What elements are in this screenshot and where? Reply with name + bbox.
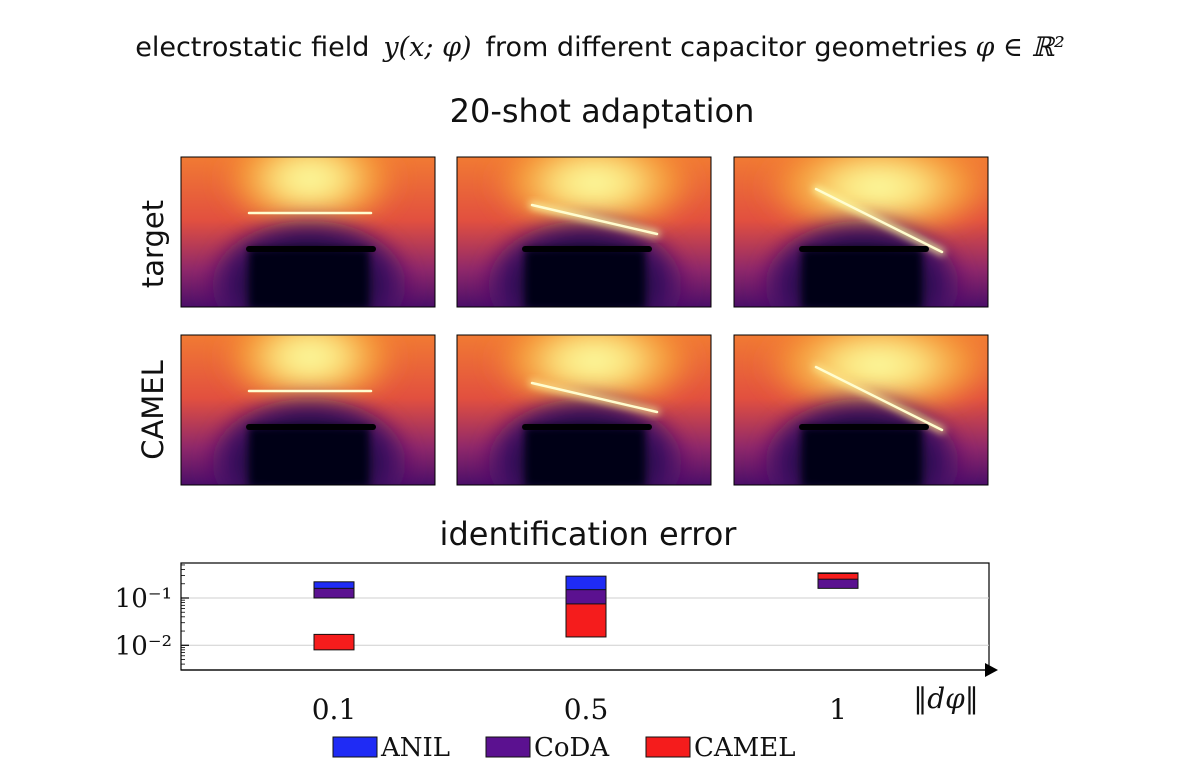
legend-label: CAMEL	[694, 733, 796, 763]
heatmap-panel	[180, 156, 436, 308]
bar-camel	[565, 603, 607, 638]
heatmap-grid	[180, 156, 989, 486]
heatmap-panel	[733, 334, 989, 486]
legend-label: CoDA	[534, 733, 610, 763]
x-tick-label: 1	[829, 693, 847, 726]
legend: ANIL CoDA CAMEL	[332, 733, 796, 763]
y-tick-labels: 10⁻² 10⁻¹	[115, 584, 172, 661]
x-tick-label: 0.5	[564, 693, 609, 726]
heatmap-panel	[733, 156, 989, 308]
heatmap-section-title: 20-shot adaptation	[450, 92, 755, 130]
x-tick-label: 0.1	[312, 693, 357, 726]
legend-swatch	[485, 736, 531, 758]
heatmap-panel	[456, 334, 712, 486]
x-axis-label: ‖dφ‖	[913, 682, 979, 715]
heatmap-panel	[180, 334, 436, 486]
legend-label: ANIL	[380, 733, 450, 763]
bars	[313, 572, 859, 651]
bar-coda	[565, 589, 607, 606]
x-tick-labels: 0.1 0.5 1	[312, 693, 847, 726]
y-tick-label: 10⁻¹	[115, 584, 172, 614]
legend-swatch	[332, 736, 378, 758]
legend-swatch	[645, 736, 691, 758]
y-tick-label: 10⁻²	[115, 631, 172, 661]
row-label-camel: CAMEL	[136, 360, 170, 460]
chart-title: identification error	[440, 515, 738, 553]
heatmap-panel	[456, 156, 712, 308]
figure-title: electrostatic field y(x; φ) from different…	[135, 32, 1065, 63]
x-axis-arrowhead	[985, 663, 998, 677]
bar-camel	[817, 572, 859, 580]
row-label-target: target	[136, 200, 170, 288]
bar-coda	[313, 587, 355, 599]
identification-error-chart: 10⁻² 10⁻¹ 0.1 0.5 1 ‖dφ‖	[115, 562, 998, 726]
bar-camel	[313, 633, 355, 651]
